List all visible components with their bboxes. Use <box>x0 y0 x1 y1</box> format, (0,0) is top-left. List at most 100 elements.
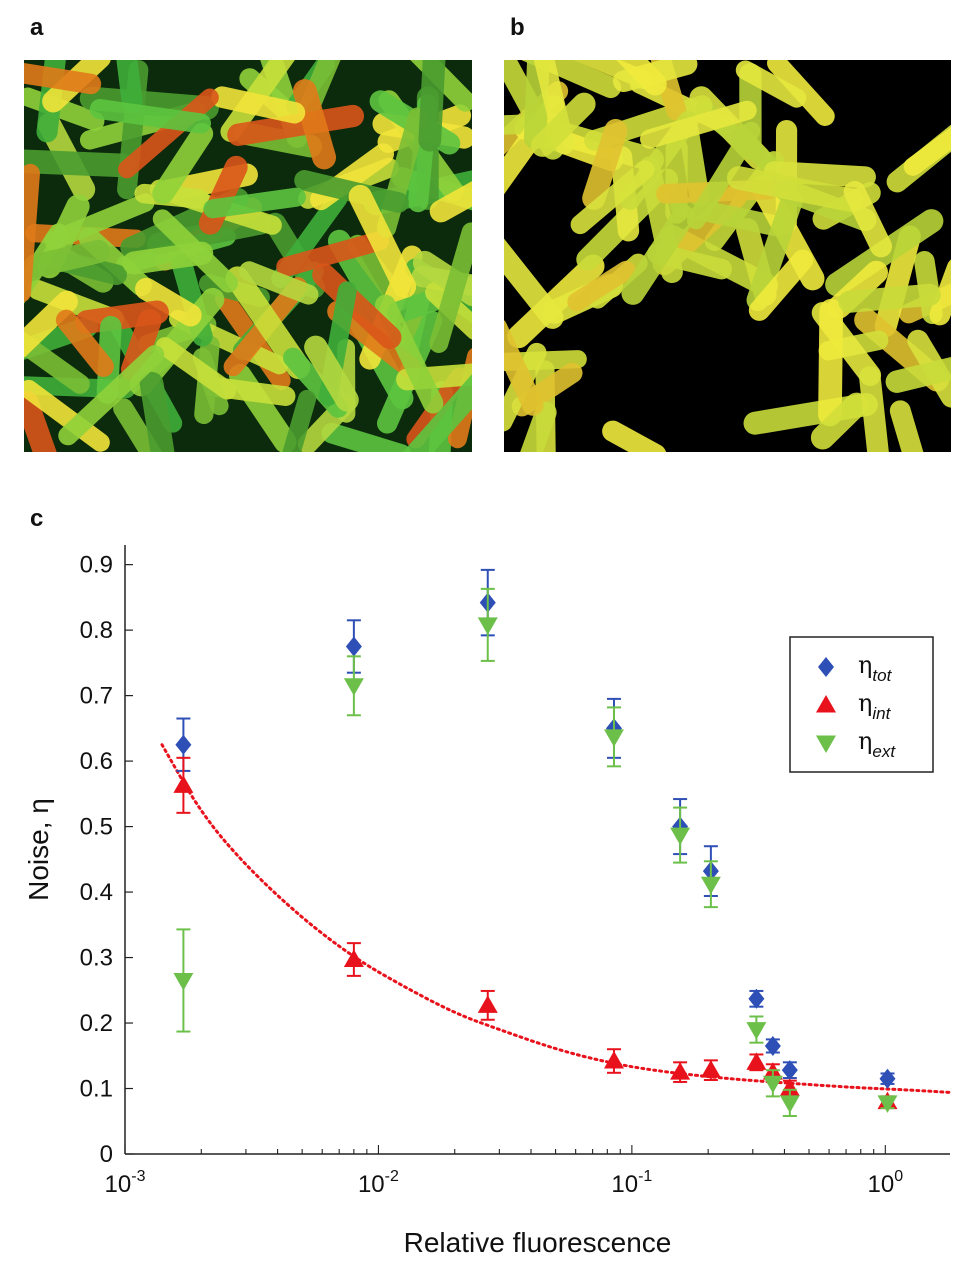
data-marks <box>173 568 898 1118</box>
point-ext <box>877 1095 898 1113</box>
bacterium-cell <box>567 260 636 312</box>
bacterium-cell <box>58 345 165 446</box>
bacterium-cell <box>276 389 317 452</box>
point-int <box>700 1060 721 1078</box>
panel-a-label: a <box>30 14 44 41</box>
legend-label-tot: ηtot <box>858 651 893 685</box>
legend: ηtot ηint ηext <box>789 636 934 773</box>
point-ext <box>343 678 364 696</box>
bacterium-cell <box>348 184 417 299</box>
bacterium-cell <box>139 371 181 452</box>
legend-label-int: ηint <box>858 689 892 723</box>
bacterium-cell <box>885 345 951 393</box>
bacterium-cell <box>89 99 211 134</box>
bacterium-cell <box>24 163 40 303</box>
point-tot <box>345 636 362 657</box>
point-int <box>173 775 194 793</box>
bacterium-cell <box>24 317 90 394</box>
bacterium-cell <box>418 60 447 152</box>
bacterium-cell <box>838 283 941 313</box>
bacterium-cell <box>903 116 951 176</box>
bacterium-cell <box>152 209 238 293</box>
bacterium-cell <box>605 60 667 96</box>
y-axis-ticks: 0 0.1 0.2 0.3 0.4 0.5 0.6 0.7 0.8 0.9 <box>80 552 133 1168</box>
bacterium-cell <box>75 300 169 334</box>
bacterium-cell <box>510 401 557 452</box>
bacterium-cell <box>530 92 596 157</box>
plot-frame <box>124 545 950 1155</box>
microscopy-image-a <box>24 60 472 452</box>
y-tick-label: 0.3 <box>80 945 113 972</box>
bacterium-cell <box>203 187 306 219</box>
point-ext <box>173 972 194 991</box>
y-tick-label: 0.8 <box>80 617 113 644</box>
bacterium-cell <box>24 87 105 131</box>
legend-marker-ext <box>816 735 836 753</box>
bacterium-cell <box>120 309 162 382</box>
point-tot <box>879 1068 896 1089</box>
bacterium-cell <box>810 392 869 450</box>
point-int <box>477 995 498 1013</box>
series-ext <box>173 587 898 1118</box>
y-tick-label: 0.1 <box>80 1076 113 1103</box>
bacterium-cell <box>24 390 60 452</box>
y-tick-label: 0.2 <box>80 1010 113 1037</box>
bacterium-cell <box>686 121 761 230</box>
bacterium-cell <box>24 379 110 452</box>
x-tick-label: 10-1 <box>611 1168 652 1198</box>
bacterium-cell <box>227 104 365 146</box>
series-tot <box>175 568 896 1089</box>
point-ext <box>762 1075 783 1094</box>
bacterium-cell <box>504 317 544 416</box>
legend-box <box>789 636 934 773</box>
x-tick-label: 10-2 <box>358 1168 399 1198</box>
bacterium-cell <box>726 166 864 213</box>
bacterium-cell <box>220 60 305 143</box>
point-int <box>343 949 364 968</box>
point-tot <box>781 1060 798 1081</box>
bacterium-cell <box>621 204 696 305</box>
bacterium-cell <box>640 100 757 149</box>
bacterium-cell <box>55 309 114 377</box>
bacterium-cell <box>401 362 472 452</box>
bacterium-cell <box>735 60 807 108</box>
bacterium-cell <box>292 79 337 170</box>
bacterium-cell <box>859 366 890 452</box>
fit-curve-int <box>160 743 952 1094</box>
point-ext <box>603 729 624 747</box>
y-tick-label: 0.9 <box>80 552 113 579</box>
bacterium-cell <box>24 239 110 278</box>
point-ext <box>779 1095 800 1113</box>
bacterium-cell <box>312 263 402 350</box>
bacterium-cell <box>504 60 622 99</box>
legend-marker-tot <box>818 657 834 677</box>
series-int <box>173 756 898 1110</box>
point-int <box>746 1052 767 1070</box>
y-tick-label: 0 <box>100 1141 113 1168</box>
point-int <box>670 1062 691 1080</box>
microscopy-image-b <box>504 60 951 452</box>
bacterium-cell <box>818 298 844 427</box>
bacterium-cell <box>321 422 412 452</box>
y-tick-label: 0.6 <box>80 748 113 775</box>
bacterium-cell <box>429 222 472 353</box>
y-tick-label: 0.7 <box>80 683 113 710</box>
panel-b-label: b <box>510 14 525 41</box>
y-tick-label: 0.4 <box>80 879 113 906</box>
bacterium-cell <box>929 257 951 326</box>
bacterium-cell <box>152 122 214 205</box>
bacterium-cell <box>748 249 814 321</box>
bacterium-cell <box>239 261 319 305</box>
bacterium-cell <box>504 219 564 329</box>
x-tick-label: 100 <box>868 1168 904 1198</box>
bacterium-cell <box>155 337 237 400</box>
bacterium-cell <box>582 119 628 210</box>
bacterium-cell <box>24 62 102 95</box>
point-ext <box>746 1022 767 1040</box>
legend-label-ext: ηext <box>858 727 896 761</box>
y-axis-title: Noise, η <box>23 798 54 901</box>
point-int <box>603 1051 624 1069</box>
bacterium-cell <box>570 160 655 235</box>
bacterium-cell <box>24 290 78 392</box>
point-ext <box>477 617 498 635</box>
